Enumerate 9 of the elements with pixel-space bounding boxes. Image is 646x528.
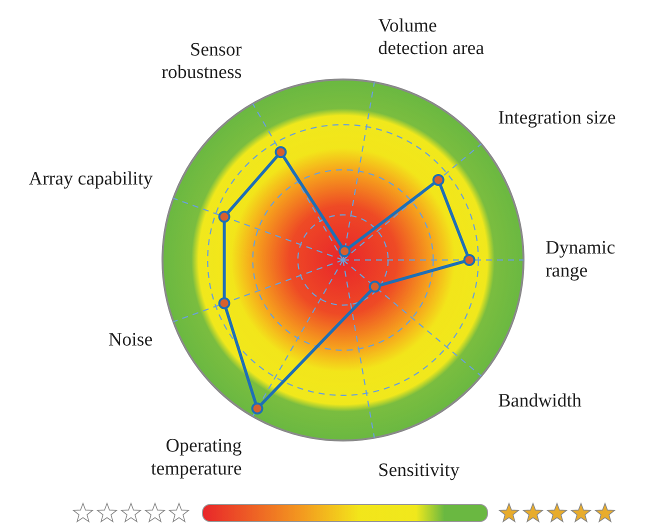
- spoke-label: Integration size: [498, 107, 616, 128]
- spoke-label: Sensitivity: [378, 460, 460, 481]
- spoke-label: Volume detection area: [378, 15, 485, 60]
- spoke-label: Noise: [108, 330, 153, 351]
- spoke-label: Dynamic range: [545, 238, 616, 282]
- spoke-label: Sensor robustness: [162, 39, 242, 84]
- spoke-label: Bandwidth: [498, 390, 582, 412]
- spoke-label: Operating temperature: [151, 436, 242, 480]
- spoke-label: Array capability: [28, 168, 154, 190]
